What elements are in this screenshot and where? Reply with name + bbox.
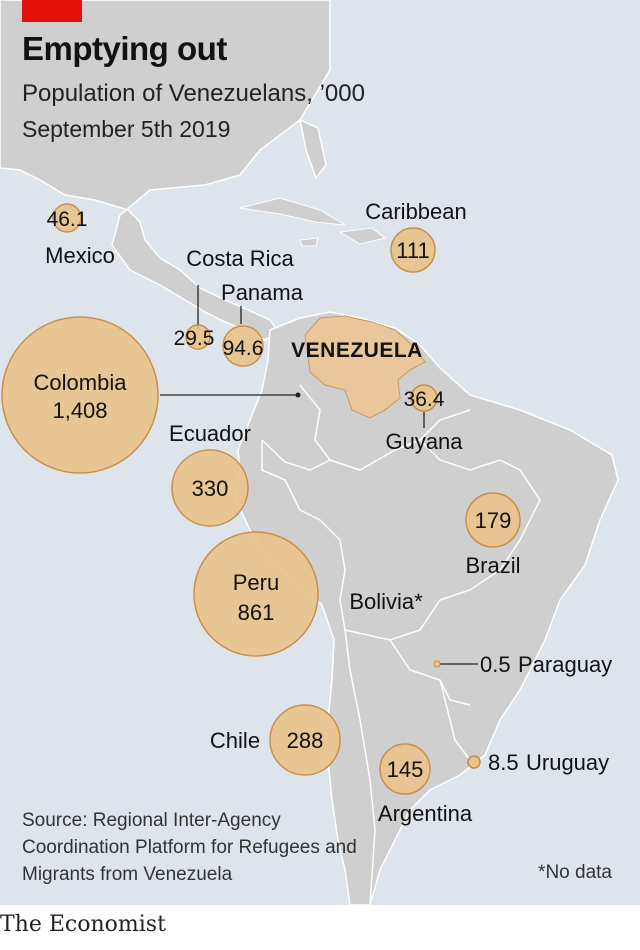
bubble-ecuador bbox=[171, 449, 249, 527]
label-argentina-name: Argentina bbox=[378, 801, 473, 826]
bubble-caribbean bbox=[390, 227, 436, 273]
country-borders bbox=[261, 384, 541, 906]
label-mexico-value: 46.1 bbox=[47, 208, 88, 231]
bubble-mexico bbox=[52, 203, 82, 233]
label-costa-rica-name: Costa Rica bbox=[186, 246, 294, 271]
label-colombia-value: 1,408 bbox=[52, 398, 107, 423]
colombia-anchor-dot bbox=[295, 392, 301, 398]
label-uruguay-value: 8.5 bbox=[488, 750, 519, 775]
land-cuba bbox=[239, 197, 346, 226]
no-data-note: *No data bbox=[538, 862, 612, 883]
bubble-panama bbox=[222, 325, 264, 367]
bubble-brazil bbox=[465, 492, 521, 548]
land-north-america bbox=[0, 0, 331, 341]
venezuela-shape bbox=[304, 315, 426, 419]
bubble-layer bbox=[1, 203, 521, 795]
bubble-chile bbox=[269, 704, 341, 776]
bubble-peru bbox=[193, 531, 319, 657]
label-uruguay-name: Uruguay bbox=[526, 750, 609, 775]
source-note: Source: Regional Inter-Agency Coordinati… bbox=[22, 810, 357, 885]
land-florida bbox=[298, 118, 327, 180]
label-guyana-name: Guyana bbox=[385, 429, 463, 454]
label-caribbean-name: Caribbean bbox=[365, 199, 467, 224]
label-panama-value: 94.6 bbox=[223, 337, 264, 360]
chart-subtitle: Population of Venezuelans, ’000 bbox=[22, 80, 365, 107]
chart-title: Emptying out bbox=[22, 30, 227, 67]
land-jamaica bbox=[299, 237, 319, 247]
label-caribbean-value: 111 bbox=[396, 238, 429, 263]
bubble-colombia bbox=[1, 316, 159, 474]
bubble-guyana bbox=[410, 384, 438, 412]
label-chile-name: Chile bbox=[210, 728, 260, 753]
label-paraguay-name: Paraguay bbox=[518, 652, 612, 677]
label-panama-name: Panama bbox=[221, 280, 304, 305]
bubble-argentina bbox=[379, 743, 431, 795]
publisher-logo: The Economist bbox=[0, 912, 166, 937]
label-peru-name: Peru bbox=[233, 570, 279, 595]
label-chile-value: 288 bbox=[287, 728, 324, 753]
label-argentina-value: 145 bbox=[387, 757, 424, 782]
land-hispaniola bbox=[338, 227, 387, 245]
label-guyana-value: 36.4 bbox=[404, 388, 445, 411]
label-peru-value: 861 bbox=[238, 600, 275, 625]
leader-lines bbox=[160, 285, 478, 665]
chart-date: September 5th 2019 bbox=[22, 116, 231, 142]
label-layer: Colombia 1,408 Peru 861 Ecuador 330 Chil… bbox=[34, 199, 613, 826]
label-ecuador-name: Ecuador bbox=[169, 421, 251, 446]
label-bolivia-name: Bolivia* bbox=[349, 589, 423, 614]
label-colombia-name: Colombia bbox=[34, 370, 128, 395]
bubble-uruguay bbox=[467, 755, 481, 769]
label-venezuela: VENEZUELA bbox=[291, 339, 423, 362]
label-ecuador-value: 330 bbox=[192, 476, 229, 501]
label-costa-rica-value: 29.5 bbox=[174, 327, 215, 350]
label-brazil-value: 179 bbox=[475, 508, 512, 533]
label-mexico-name: Mexico bbox=[45, 243, 115, 268]
label-brazil-name: Brazil bbox=[465, 553, 520, 578]
bubble-paraguay bbox=[433, 660, 441, 668]
brand-red-bar bbox=[22, 0, 82, 22]
bubble-costa-rica bbox=[185, 324, 211, 350]
label-paraguay-value: 0.5 bbox=[480, 652, 511, 677]
